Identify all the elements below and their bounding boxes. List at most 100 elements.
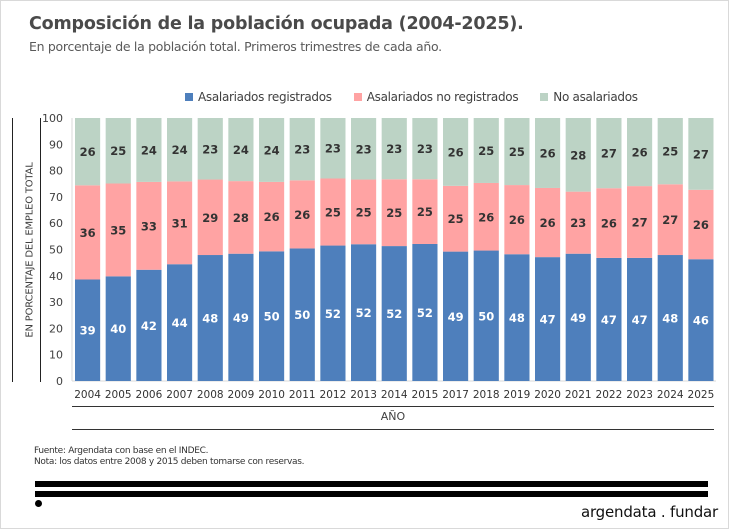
x-tick-label: 2020 xyxy=(534,389,561,401)
data-label: 23 xyxy=(570,216,586,230)
bar-segment-registrados xyxy=(228,253,254,381)
x-tick-label: 2023 xyxy=(626,389,653,401)
data-label: 27 xyxy=(632,216,648,230)
x-tick-label: 2011 xyxy=(289,389,316,401)
x-tick-label: 2024 xyxy=(657,389,684,401)
legend-item-no-asalariados[interactable]: No asalariados xyxy=(540,90,638,104)
bar-segment-no-asalariados xyxy=(627,118,653,187)
brand-logo[interactable]: argendata . fundar xyxy=(580,503,718,521)
data-label: 49 xyxy=(448,310,464,324)
data-label: 27 xyxy=(662,213,678,227)
bar-segment-registrados xyxy=(289,248,315,381)
bar-segment-registrados xyxy=(197,255,223,381)
data-label: 35 xyxy=(110,223,126,237)
data-label: 26 xyxy=(80,145,96,159)
x-tick-label: 2010 xyxy=(258,389,285,401)
decorative-rule-bottom xyxy=(35,491,708,497)
y-tick-label: 40 xyxy=(49,270,63,283)
data-label: 49 xyxy=(233,311,249,325)
bar-segment-no-asalariados xyxy=(320,118,346,179)
bar-segment-no-asalariados xyxy=(381,118,407,180)
data-label: 46 xyxy=(693,314,709,328)
data-label: 27 xyxy=(693,147,709,161)
x-tick-label: 2025 xyxy=(688,389,715,401)
bar-segment-no-asalariados xyxy=(504,118,530,186)
x-tick-label: 2008 xyxy=(197,389,224,401)
y-tick-label: 10 xyxy=(49,349,63,362)
data-label: 26 xyxy=(540,146,556,160)
data-label: 52 xyxy=(356,306,372,320)
bar-segment-no-asalariados xyxy=(136,118,162,182)
bar-segment-no-asalariados xyxy=(351,118,377,180)
bar-segment-no-registrados xyxy=(351,179,377,245)
decorative-dot xyxy=(35,500,42,507)
data-label: 25 xyxy=(448,212,464,226)
bar-segment-no-asalariados xyxy=(75,118,101,186)
data-label: 25 xyxy=(662,145,678,159)
data-label: 23 xyxy=(417,142,433,156)
data-label: 33 xyxy=(141,219,157,233)
legend-label: No asalariados xyxy=(553,90,638,104)
data-label: 26 xyxy=(540,216,556,230)
data-label: 23 xyxy=(202,142,218,156)
legend-item-registrados[interactable]: Asalariados registrados xyxy=(185,90,332,104)
bar-segment-no-asalariados xyxy=(412,118,438,180)
bar-segment-registrados xyxy=(105,276,131,381)
y-tick-label: 70 xyxy=(49,191,63,204)
footnotes: Fuente: Argendata con base en el INDEC. … xyxy=(34,446,304,468)
bar-segment-no-asalariados xyxy=(228,118,254,182)
x-tick-label: 2021 xyxy=(565,389,592,401)
y-tick-label: 60 xyxy=(49,217,63,230)
data-label: 48 xyxy=(202,312,218,326)
data-label: 47 xyxy=(540,313,556,327)
data-label: 49 xyxy=(570,311,586,325)
decorative-rule-top xyxy=(35,481,708,487)
data-label: 24 xyxy=(264,143,280,157)
bar-segment-no-asalariados xyxy=(688,118,714,190)
bar-segment-registrados xyxy=(596,257,622,381)
data-label: 28 xyxy=(570,148,586,162)
y-tick-label: 0 xyxy=(56,375,63,388)
bar-segment-registrados xyxy=(136,269,162,381)
bar-segment-registrados xyxy=(688,259,714,381)
legend-swatch-registrados xyxy=(185,93,193,101)
data-label: 47 xyxy=(601,313,617,327)
data-label: 44 xyxy=(172,316,188,330)
bar-segment-no-asalariados xyxy=(289,118,315,181)
data-label: 25 xyxy=(356,205,372,219)
bar-segment-no-registrados xyxy=(197,179,223,256)
bar-segment-no-registrados xyxy=(381,179,407,247)
bar-segment-no-registrados xyxy=(289,180,315,249)
legend-swatch-no-asalariados xyxy=(540,93,549,101)
x-tick-label: 2014 xyxy=(381,389,408,401)
data-label: 50 xyxy=(264,310,280,324)
data-label: 27 xyxy=(601,147,617,161)
bar-segment-no-asalariados xyxy=(197,118,223,180)
data-label: 25 xyxy=(509,145,525,159)
bar-segment-registrados xyxy=(657,255,683,381)
bar-segment-registrados xyxy=(75,279,101,381)
y-axis-title-bracket xyxy=(12,118,27,382)
bar-segment-no-registrados xyxy=(228,181,254,254)
x-tick-label: 2005 xyxy=(105,389,132,401)
bar-segment-registrados xyxy=(504,254,530,381)
bar-segment-no-registrados xyxy=(320,178,346,246)
data-note: Nota: los datos entre 2008 y 2015 deben … xyxy=(34,457,305,467)
data-label: 50 xyxy=(294,308,310,322)
x-tick-label: 2017 xyxy=(442,389,469,401)
legend-item-no-registrados[interactable]: Asalariados no registrados xyxy=(353,90,519,104)
x-tick-label: 2019 xyxy=(504,389,531,401)
bar-segment-no-registrados xyxy=(596,188,622,258)
bar-segment-no-asalariados xyxy=(105,118,131,184)
data-label: 26 xyxy=(264,210,280,224)
y-tick-label: 80 xyxy=(49,165,63,178)
bar-segment-no-registrados xyxy=(75,185,101,280)
bar-segment-no-asalariados xyxy=(167,118,193,182)
data-label: 23 xyxy=(294,143,310,157)
bar-segment-no-registrados xyxy=(627,186,653,258)
chart-subtitle: En porcentaje de la población total. Pri… xyxy=(29,39,442,54)
x-tick-label: 2007 xyxy=(166,389,193,401)
data-label: 26 xyxy=(601,217,617,231)
data-label: 48 xyxy=(509,311,525,325)
